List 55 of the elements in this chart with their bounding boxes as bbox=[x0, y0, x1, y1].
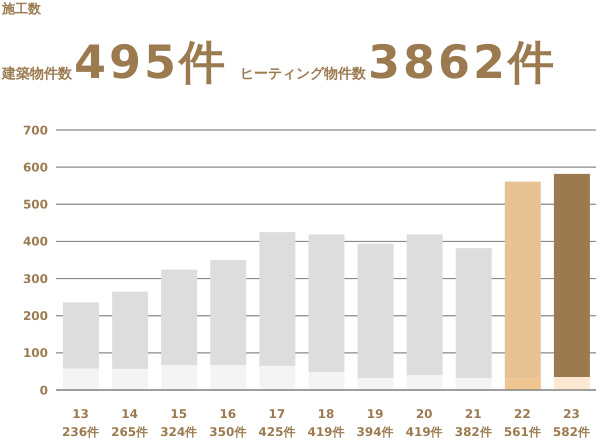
text: ヒーティング物件数 bbox=[240, 66, 366, 82]
bar bbox=[456, 248, 492, 378]
y-tick-label: 100 bbox=[22, 346, 48, 360]
total-label: 394件 bbox=[356, 425, 394, 439]
y-tick-label: 200 bbox=[22, 308, 48, 323]
bar bbox=[210, 260, 246, 366]
y-tick-label: 500 bbox=[22, 198, 48, 212]
bar bbox=[259, 366, 296, 390]
x-tick-label: 14 bbox=[121, 407, 138, 421]
bar bbox=[259, 232, 296, 366]
text: 3862件 bbox=[368, 34, 558, 90]
chart-title: 施工数 bbox=[2, 1, 41, 18]
bar bbox=[406, 234, 443, 376]
bar bbox=[406, 375, 443, 390]
x-tick-label: 13 bbox=[72, 407, 89, 421]
total-label: 236件 bbox=[62, 425, 100, 439]
text: 495件 bbox=[74, 34, 228, 90]
bar bbox=[358, 378, 394, 390]
x-tick-label: 21 bbox=[464, 407, 482, 421]
y-tick-label: 600 bbox=[22, 160, 48, 174]
total-label: 419件 bbox=[406, 425, 443, 439]
bar bbox=[63, 302, 99, 368]
bar bbox=[308, 372, 344, 390]
bar bbox=[358, 244, 394, 378]
x-tick-label: 23 bbox=[563, 407, 580, 421]
y-tick-label: 400 bbox=[22, 234, 48, 249]
bar bbox=[63, 368, 99, 390]
bar bbox=[161, 365, 198, 390]
x-tick-label: 18 bbox=[318, 407, 334, 421]
bar bbox=[161, 270, 198, 366]
total-label: 561件 bbox=[504, 425, 541, 439]
y-tick-label: 0 bbox=[40, 383, 48, 398]
bar bbox=[554, 377, 590, 390]
text: 建築物件数 bbox=[2, 66, 72, 82]
x-tick-label: 16 bbox=[219, 407, 236, 421]
bar bbox=[112, 292, 148, 369]
bar bbox=[112, 368, 148, 390]
bar bbox=[210, 365, 246, 390]
x-tick-label: 15 bbox=[170, 407, 188, 421]
bar bbox=[308, 234, 344, 372]
x-tick-label: 17 bbox=[268, 407, 286, 421]
total-label: 350件 bbox=[209, 425, 246, 439]
total-label: 425件 bbox=[258, 425, 296, 439]
total-label: 419件 bbox=[307, 425, 345, 439]
x-tick-label: 20 bbox=[416, 407, 433, 421]
total-label: 265件 bbox=[111, 425, 148, 439]
y-tick-label: 300 bbox=[22, 272, 48, 286]
bar bbox=[554, 174, 590, 377]
x-tick-label: 19 bbox=[366, 407, 384, 421]
total-label: 324件 bbox=[160, 425, 198, 439]
total-label: 582件 bbox=[552, 425, 590, 439]
total-label: 382件 bbox=[454, 425, 492, 439]
x-tick-label: 22 bbox=[514, 407, 531, 421]
bar bbox=[456, 378, 492, 390]
y-tick-label: 700 bbox=[22, 123, 48, 138]
